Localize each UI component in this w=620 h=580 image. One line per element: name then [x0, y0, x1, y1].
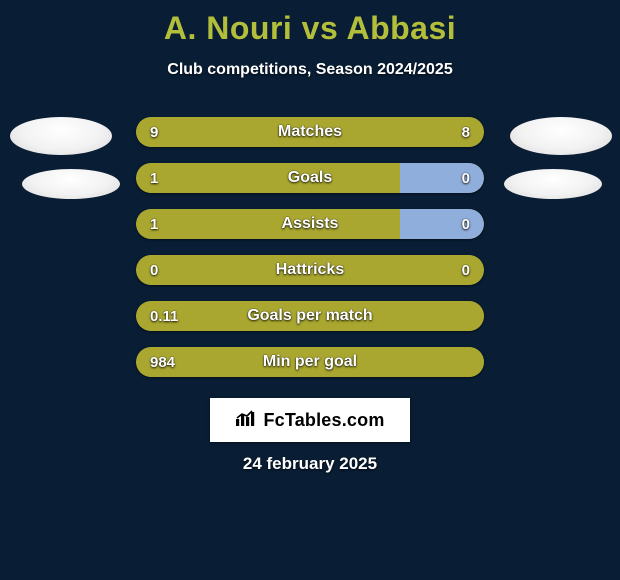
player-left-avatar-body — [22, 169, 120, 199]
stat-row: 984Min per goal — [136, 347, 484, 377]
value-left: 1 — [136, 209, 172, 239]
value-right: 0 — [448, 163, 484, 193]
value-right: 0 — [448, 209, 484, 239]
stat-row: 0.11Goals per match — [136, 301, 484, 331]
value-left: 0.11 — [136, 301, 192, 331]
fctables-logo[interactable]: FcTables.com — [210, 398, 410, 442]
stat-row: 00Hattricks — [136, 255, 484, 285]
stat-row: 98Matches — [136, 117, 484, 147]
value-right: 8 — [448, 117, 484, 147]
snapshot-date: 24 february 2025 — [0, 454, 620, 474]
stat-rows: 98Matches10Goals10Assists00Hattricks0.11… — [136, 117, 484, 393]
logo-text: FcTables.com — [263, 410, 384, 431]
value-left: 1 — [136, 163, 172, 193]
player-right-avatar-head — [510, 117, 612, 155]
player-right-avatar-body — [504, 169, 602, 199]
stat-row: 10Goals — [136, 163, 484, 193]
player-left-avatar-head — [10, 117, 112, 155]
value-right: 0 — [448, 255, 484, 285]
value-left: 9 — [136, 117, 172, 147]
page-subtitle: Club competitions, Season 2024/2025 — [0, 61, 620, 79]
page-title: A. Nouri vs Abbasi — [0, 0, 620, 47]
comparison-infographic: A. Nouri vs Abbasi Club competitions, Se… — [0, 0, 620, 580]
bar-left-fill — [136, 209, 400, 239]
value-left: 984 — [136, 347, 189, 377]
bar-left-fill — [136, 163, 400, 193]
chart-area: 98Matches10Goals10Assists00Hattricks0.11… — [0, 117, 620, 397]
value-left: 0 — [136, 255, 172, 285]
chart-icon — [235, 409, 257, 431]
stat-row: 10Assists — [136, 209, 484, 239]
